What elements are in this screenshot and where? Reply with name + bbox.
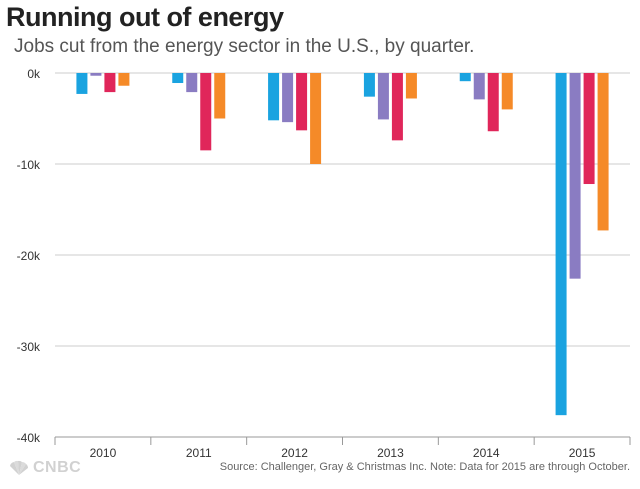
bar	[502, 73, 513, 109]
bar	[200, 73, 211, 150]
bar	[556, 73, 567, 415]
logo-text: CNBC	[33, 459, 81, 477]
x-tick-label: 2014	[473, 446, 500, 460]
bar	[378, 73, 389, 119]
bar	[76, 73, 87, 94]
bars	[76, 73, 608, 415]
x-tick-label: 2013	[377, 446, 404, 460]
bar	[268, 73, 279, 120]
bar	[406, 73, 417, 98]
peacock-icon	[8, 460, 30, 476]
bar	[488, 73, 499, 131]
bar	[296, 73, 307, 130]
y-tick-label: -40k	[17, 431, 41, 445]
bar	[460, 73, 471, 81]
bar	[364, 73, 375, 97]
y-tick-label: -10k	[17, 158, 41, 172]
source-note: Source: Challenger, Gray & Christmas Inc…	[220, 461, 630, 473]
cnbc-logo: CNBC	[8, 459, 81, 477]
x-tick-label: 2011	[186, 446, 212, 460]
bar	[104, 73, 115, 92]
y-tick-label: 0k	[27, 67, 41, 81]
bar	[282, 73, 293, 122]
bar	[90, 73, 101, 76]
x-tick-label: 2010	[90, 446, 117, 460]
axes: 0k -10k -20k -30k -40k 2010 2011 2012 2013 2014 20…	[17, 67, 630, 460]
y-tick-label: -30k	[17, 340, 41, 354]
bar	[474, 73, 485, 99]
bar	[214, 73, 225, 119]
bar	[570, 73, 581, 279]
bar-chart: 0k -10k -20k -30k -40k 2010 2011 2012 2013 2014 20…	[0, 0, 640, 460]
gridlines	[55, 73, 630, 346]
bar	[310, 73, 321, 164]
bar	[118, 73, 129, 86]
bar	[392, 73, 403, 140]
y-tick-label: -20k	[17, 249, 41, 263]
x-tick-label: 2012	[281, 446, 308, 460]
bar	[186, 73, 197, 92]
bar	[172, 73, 183, 83]
bar	[598, 73, 609, 230]
x-tick-label: 2015	[569, 446, 596, 460]
bar	[584, 73, 595, 184]
